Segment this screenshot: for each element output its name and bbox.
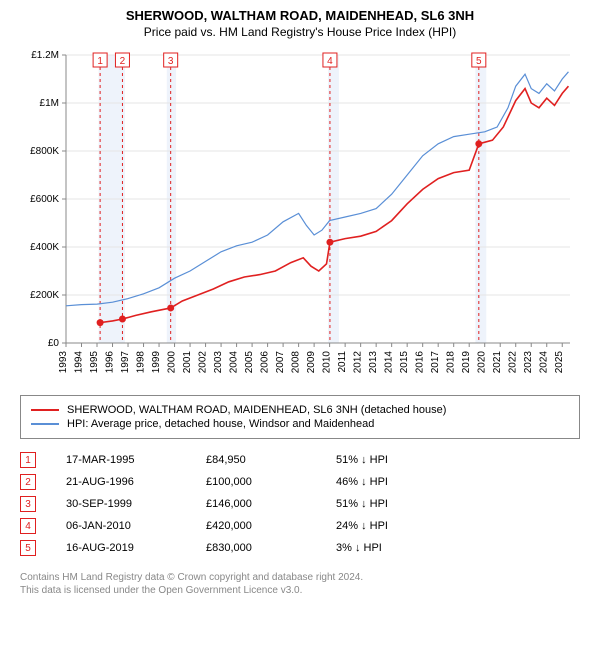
svg-text:2018: 2018 [446, 351, 457, 374]
svg-text:1999: 1999 [151, 351, 162, 374]
svg-text:2006: 2006 [260, 351, 271, 374]
tx-date: 21-AUG-1996 [66, 476, 206, 488]
svg-text:2007: 2007 [275, 351, 286, 374]
svg-text:1: 1 [97, 56, 103, 67]
legend-label: SHERWOOD, WALTHAM ROAD, MAIDENHEAD, SL6 … [67, 404, 446, 416]
svg-text:2012: 2012 [353, 351, 364, 374]
legend-swatch [31, 409, 59, 411]
table-row: 2 21-AUG-1996£100,00046% ↓ HPI [20, 471, 580, 493]
footnote-line-1: Contains HM Land Registry data © Crown c… [20, 571, 580, 584]
svg-text:£800K: £800K [30, 146, 59, 157]
tx-number-box: 5 [20, 540, 36, 556]
tx-number-box: 2 [20, 474, 36, 490]
svg-text:1994: 1994 [74, 351, 85, 374]
svg-text:1995: 1995 [89, 351, 100, 374]
svg-text:2001: 2001 [182, 351, 193, 374]
legend-swatch [31, 423, 59, 425]
tx-number-box: 1 [20, 452, 36, 468]
table-row: 3 30-SEP-1999£146,00051% ↓ HPI [20, 493, 580, 515]
tx-number-box: 3 [20, 496, 36, 512]
svg-text:2015: 2015 [399, 351, 410, 374]
tx-diff: 51% ↓ HPI [336, 454, 496, 466]
svg-text:2003: 2003 [213, 351, 224, 374]
svg-text:2016: 2016 [415, 351, 426, 374]
svg-text:£400K: £400K [30, 242, 59, 253]
svg-text:2014: 2014 [384, 351, 395, 374]
tx-price: £100,000 [206, 476, 336, 488]
legend-row: SHERWOOD, WALTHAM ROAD, MAIDENHEAD, SL6 … [31, 404, 569, 416]
tx-date: 17-MAR-1995 [66, 454, 206, 466]
svg-text:£200K: £200K [30, 290, 59, 301]
svg-text:2025: 2025 [554, 351, 565, 374]
tx-date: 30-SEP-1999 [66, 498, 206, 510]
svg-text:2017: 2017 [430, 351, 441, 374]
table-row: 5 16-AUG-2019£830,0003% ↓ HPI [20, 537, 580, 559]
price-chart: £0 £200K £400K £600K £800K £1M £1.2M 1993 1994 19… [20, 45, 580, 385]
svg-text:1996: 1996 [105, 351, 116, 374]
tx-diff: 24% ↓ HPI [336, 520, 496, 532]
footnote-line-2: This data is licensed under the Open Gov… [20, 584, 580, 597]
tx-diff: 51% ↓ HPI [336, 498, 496, 510]
footnote: Contains HM Land Registry data © Crown c… [20, 571, 580, 597]
svg-text:2023: 2023 [523, 351, 534, 374]
svg-text:2022: 2022 [508, 351, 519, 374]
page-subtitle: Price paid vs. HM Land Registry's House … [144, 25, 456, 39]
svg-text:2004: 2004 [229, 351, 240, 374]
svg-text:2021: 2021 [492, 351, 503, 374]
svg-text:1997: 1997 [120, 351, 131, 374]
svg-text:£1M: £1M [40, 98, 59, 109]
tx-date: 16-AUG-2019 [66, 542, 206, 554]
tx-diff: 46% ↓ HPI [336, 476, 496, 488]
table-row: 1 17-MAR-1995£84,95051% ↓ HPI [20, 449, 580, 471]
svg-text:£600K: £600K [30, 194, 59, 205]
tx-price: £830,000 [206, 542, 336, 554]
svg-text:2009: 2009 [306, 351, 317, 374]
svg-text:2011: 2011 [337, 351, 348, 373]
svg-text:2008: 2008 [291, 351, 302, 374]
svg-text:2024: 2024 [539, 351, 550, 374]
transaction-table: 117-MAR-1995£84,95051% ↓ HPI221-AUG-1996… [20, 449, 580, 559]
svg-text:3: 3 [168, 56, 174, 67]
svg-text:1998: 1998 [136, 351, 147, 374]
tx-price: £84,950 [206, 454, 336, 466]
svg-text:5: 5 [476, 56, 482, 67]
page-title: SHERWOOD, WALTHAM ROAD, MAIDENHEAD, SL6 … [126, 8, 474, 23]
tx-date: 06-JAN-2010 [66, 520, 206, 532]
svg-text:2020: 2020 [477, 351, 488, 374]
svg-text:2005: 2005 [244, 351, 255, 374]
legend-label: HPI: Average price, detached house, Wind… [67, 418, 374, 430]
tx-price: £146,000 [206, 498, 336, 510]
svg-text:2000: 2000 [167, 351, 178, 374]
svg-text:2010: 2010 [322, 351, 333, 374]
legend: SHERWOOD, WALTHAM ROAD, MAIDENHEAD, SL6 … [20, 395, 580, 439]
tx-price: £420,000 [206, 520, 336, 532]
svg-text:£1.2M: £1.2M [31, 50, 59, 61]
svg-text:2019: 2019 [461, 351, 472, 374]
legend-row: HPI: Average price, detached house, Wind… [31, 418, 569, 430]
svg-text:2: 2 [120, 56, 126, 67]
svg-text:2013: 2013 [368, 351, 379, 374]
svg-text:4: 4 [327, 56, 333, 67]
svg-text:1993: 1993 [58, 351, 69, 374]
svg-text:2002: 2002 [198, 351, 209, 374]
tx-number-box: 4 [20, 518, 36, 534]
svg-text:£0: £0 [48, 338, 60, 349]
table-row: 4 06-JAN-2010£420,00024% ↓ HPI [20, 515, 580, 537]
tx-diff: 3% ↓ HPI [336, 542, 496, 554]
